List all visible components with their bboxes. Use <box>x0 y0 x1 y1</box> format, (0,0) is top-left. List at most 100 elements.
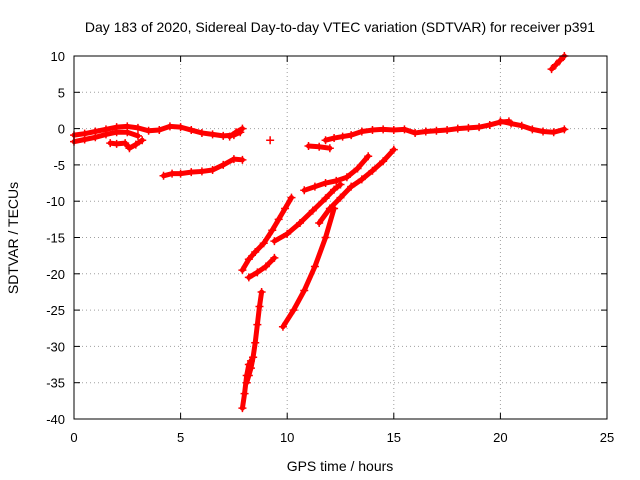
data-point <box>368 126 377 135</box>
data-point <box>229 155 238 164</box>
data-trace <box>355 153 371 172</box>
series-arc-10 <box>244 253 279 282</box>
data-trace <box>323 205 337 240</box>
axis-ticks: 0 5 10 15 20 25 -40 -35 -30 -25 -20 -15 -10 -5 0 5 10 <box>46 49 614 445</box>
data-point <box>364 152 373 161</box>
data-point <box>238 155 247 164</box>
x-tick-label: 15 <box>387 430 401 445</box>
data-point <box>238 404 247 413</box>
y-tick-label: -5 <box>53 158 65 173</box>
data-point <box>347 131 356 140</box>
series-arc-6 <box>266 136 275 145</box>
data-point <box>208 165 217 174</box>
data-trace <box>380 147 397 164</box>
data-trace <box>301 264 318 293</box>
data-point <box>91 133 100 142</box>
data-point <box>368 166 377 175</box>
y-tick-label: -35 <box>46 376 65 391</box>
data-point <box>270 237 279 246</box>
data-point <box>453 124 462 133</box>
data-trace <box>282 195 294 211</box>
series-arc-4 <box>159 155 247 180</box>
data-point <box>121 139 130 148</box>
data-point <box>289 306 298 315</box>
data-point <box>131 140 140 149</box>
data-point <box>321 136 330 145</box>
data-point <box>187 126 196 135</box>
y-tick-label: -30 <box>46 339 65 354</box>
data-point <box>168 169 177 178</box>
series-arc-18 <box>547 52 569 74</box>
data-point <box>165 122 174 131</box>
chart-title: Day 183 of 2020, Sidereal Day-to-day VTE… <box>85 19 595 35</box>
data-point <box>257 287 266 296</box>
data-point <box>287 193 296 202</box>
data-point <box>400 125 409 134</box>
data-point <box>240 389 249 398</box>
data-point <box>176 169 185 178</box>
data-point <box>389 145 398 154</box>
data-point <box>342 173 351 182</box>
data-point <box>125 144 134 153</box>
data-point <box>253 320 262 329</box>
data-point <box>155 126 164 135</box>
data-point <box>225 132 234 141</box>
data-point <box>242 378 251 387</box>
data-point <box>238 124 247 133</box>
x-tick-label: 10 <box>280 430 294 445</box>
data-point <box>133 131 142 140</box>
data-point <box>443 126 452 135</box>
data-trace <box>331 182 343 193</box>
data-trace <box>316 205 333 226</box>
data-point <box>411 128 420 137</box>
x-tick-label: 0 <box>70 430 77 445</box>
series-arc-2 <box>70 128 142 146</box>
y-tick-label: 5 <box>58 85 65 100</box>
data-point <box>379 157 388 166</box>
data-point <box>539 127 548 136</box>
x-axis-label: GPS time / hours <box>287 458 394 474</box>
y-tick-label: -25 <box>46 303 65 318</box>
data-trace <box>263 255 277 270</box>
data-point <box>421 127 430 136</box>
data-trace <box>338 184 354 201</box>
data-point <box>547 65 556 74</box>
data-point <box>295 218 304 227</box>
data-point <box>560 125 569 134</box>
grid <box>74 56 607 419</box>
x-tick-label: 25 <box>600 430 614 445</box>
data-point <box>144 126 153 135</box>
data-point <box>332 176 341 185</box>
data-point <box>246 364 255 373</box>
data-point <box>123 128 132 137</box>
data-point <box>159 171 168 180</box>
data-point <box>528 125 537 134</box>
data-point <box>259 239 268 248</box>
data-point <box>336 193 345 202</box>
data-point <box>432 126 441 135</box>
data-point <box>551 60 560 69</box>
data-point <box>379 125 388 134</box>
data-point <box>112 139 121 148</box>
data-point <box>357 175 366 184</box>
data-point <box>244 255 253 264</box>
data-point <box>244 371 253 380</box>
data-point <box>315 218 324 227</box>
data-point <box>253 268 262 277</box>
data-point <box>353 164 362 173</box>
data-point <box>549 128 558 137</box>
data-trace <box>280 307 297 330</box>
y-tick-label: 10 <box>51 49 65 64</box>
series-arc-11 <box>270 180 345 246</box>
data-point <box>112 128 121 137</box>
data-point <box>300 186 309 195</box>
series-arc-8 <box>242 287 266 387</box>
data-point <box>300 286 309 295</box>
data-trace <box>310 195 329 214</box>
data-point <box>304 142 313 151</box>
data-point <box>330 134 339 143</box>
x-tick-label: 5 <box>177 430 184 445</box>
data-trace <box>284 220 303 237</box>
data-point <box>208 130 217 139</box>
